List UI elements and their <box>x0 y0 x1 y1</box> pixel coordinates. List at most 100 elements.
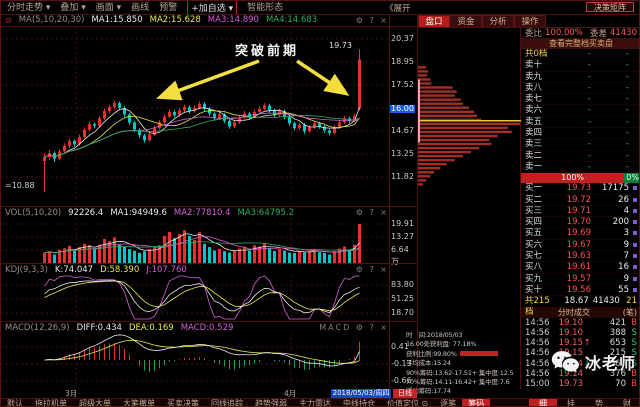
bottom-tab-超级大单[interactable]: 超级大单 <box>79 399 111 407</box>
ask-label: 卖四 <box>525 128 543 139</box>
ask-price: - <box>587 116 591 127</box>
bottom-tab-中线持仓[interactable]: 中线持仓 <box>343 399 375 407</box>
tab-资金[interactable]: 资金 <box>450 15 482 27</box>
corner-tab-挂[interactable]: 挂 <box>567 399 575 407</box>
breakout-annotation-text: 突破前期 <box>235 44 300 59</box>
tab-盘口[interactable]: 盘口 <box>418 15 450 27</box>
ask-row[interactable]: 卖五 - - <box>521 116 639 129</box>
bid-price: 19.69 <box>566 228 591 239</box>
ask-row[interactable]: 卖四 - - <box>521 128 639 140</box>
trade-price: 19.14 <box>558 369 583 380</box>
indicator-value: K:74.047 <box>54 264 94 275</box>
corner-tab-细[interactable]: 细 <box>529 399 557 406</box>
main-chart-pane[interactable]: 19.73 =10.88 突破前期 20.37 18.95 17.52 14.67 13.… <box>1 26 418 207</box>
pane-controls-icons[interactable]: ⚙ ? × <box>355 208 389 217</box>
trade-side: S <box>631 338 637 349</box>
bottom-tab-默认[interactable]: 默认 <box>7 399 23 407</box>
bid-label: 买三 <box>525 205 543 216</box>
 <box>629 83 637 93</box>
macd-pane[interactable]: MACD(12,26,9) DIFF:0.434 DEA:0.169 MACD:0.… <box>1 321 418 389</box>
volume-bars-chart <box>1 218 389 263</box>
pane-controls-icons[interactable]: ⚙ ? × <box>355 265 389 274</box>
menu-item[interactable]: 分时走势 ▾ <box>7 3 51 13</box>
ask-label: 卖八 <box>525 82 543 93</box>
ask-row[interactable]: 卖九 - - <box>521 72 639 83</box>
bid-volume: 3 <box>623 228 629 239</box>
bid-price: 19.73 <box>566 183 591 194</box>
bid-row[interactable]: 买九 19.57 9 <box>521 274 639 285</box>
bid-label: 买二 <box>525 194 543 205</box>
ask-row[interactable]: 卖三 - - <box>521 139 639 151</box>
ask-row[interactable]: 卖十 - - <box>521 60 639 72</box>
kdj-pane[interactable]: KDJ(9,3,3) K:74.047 D:58.390 J:107.760 ⚙ ?… <box>1 263 418 321</box>
pane-controls-icons[interactable]: ⚙ ? × <box>355 15 389 25</box>
menu-item[interactable]: 画面 ▾ <box>95 3 122 13</box>
bottom-tab-买卖决策[interactable]: 买卖决策 <box>167 399 199 407</box>
watermark-text: 冰老师 <box>585 354 637 373</box>
bottom-tab-主力雷达[interactable]: 主力雷达 <box>299 399 331 407</box>
divider <box>389 14 390 389</box>
bid-row[interactable]: 买四 19.70 200 <box>521 217 639 229</box>
ask-row[interactable]: 卖七 - - <box>521 94 639 106</box>
bottom-tab-拖拉机单[interactable]: 拖拉机单 <box>35 399 67 407</box>
bid-label: 买六 <box>525 239 543 250</box>
bid-price: 19.56 <box>566 284 591 295</box>
kdj-values: K:74.047 D:58.390 J:107.760 <box>55 265 187 275</box>
volume-pane[interactable]: VOL(5,10,20) 92226.4 MA1:94949.6 MA2:7781… <box>1 206 418 266</box>
ask-row[interactable]: 卖二 - - <box>521 151 639 162</box>
ask-price: - <box>587 105 591 116</box>
bid-row[interactable]: 买一 19.73 17175 <box>521 183 639 195</box>
menu-item[interactable]: 预警 <box>159 3 178 13</box>
bid-price: 19.71 <box>566 205 591 216</box>
ask-volume: - <box>625 128 629 139</box>
bottom-tab-逐笔[interactable]: 逐笔 <box>440 399 457 407</box>
bid-volume: 7 <box>623 251 629 262</box>
bottom-tab-趋势强弱[interactable]: 趋势强弱 <box>255 399 287 407</box>
bid-price: 19.70 <box>566 217 591 228</box>
ask-row[interactable]: 卖八 - - <box>521 82 639 95</box>
indicator-toggle-icon[interactable]: ⊙ <box>5 15 12 25</box>
order-flag-icon <box>629 262 637 272</box>
tab-操作[interactable]: 操作 <box>514 15 546 27</box>
bid-row[interactable]: 买五 19.69 3 <box>521 228 639 240</box>
menu-item[interactable]: +加自选 ▾ <box>187 1 238 15</box>
bid-row[interactable]: 买十 19.56 55 <box>521 284 639 297</box>
ask-row[interactable]: 卖六 - - <box>521 105 639 117</box>
bottom-tab-大笔撤单[interactable]: 大笔撤单 <box>123 399 155 407</box>
bid-row[interactable]: 买七 19.63 7 <box>521 251 639 263</box>
bid-row[interactable]: 买三 19.71 4 <box>521 205 639 218</box>
period-selector-daily[interactable]: 日线 <box>393 389 417 398</box>
divider <box>417 14 418 389</box>
ask-row[interactable]: 卖一 - - <box>521 161 639 174</box>
ma-values: MA1:15.850 MA2:15.628 MA3:14.890 MA4:14.683 <box>91 15 317 25</box>
trade-time: 14:56 <box>525 327 550 338</box>
trade-time: 14:56 <box>525 317 550 328</box>
bottom-tab-筹码[interactable]: 筹码 <box>462 399 491 406</box>
bid-row[interactable]: 买八 19.61 16 <box>521 262 639 274</box>
ask-volume: - <box>625 161 629 172</box>
bid-row[interactable]: 买二 19.72 26 <box>521 194 639 206</box>
 <box>629 117 637 127</box>
tab-分析[interactable]: 分析 <box>482 15 514 27</box>
bid-row[interactable]: 买六 19.67 9 <box>521 239 639 252</box>
bid-volume: 200 <box>612 217 629 228</box>
decision-matrix-button[interactable]: 决策矩阵 <box>586 2 634 12</box>
menu-item[interactable]: 叠加 ▾ <box>60 3 86 13</box>
volume-unit-label: 万 <box>391 257 399 266</box>
date-indicator[interactable]: 2018/05/03/周四 <box>331 389 391 398</box>
ask-price: - <box>587 139 591 150</box>
bottom-tab-价值定位 ⊙[interactable]: 价值定位 ⊙ <box>387 399 429 407</box>
view-full-depth-link[interactable]: 查看完整档买卖盘 <box>521 38 639 49</box>
indicator-value: MA1:94949.6 <box>110 207 167 218</box>
indicator-value: MA2:77810.4 <box>173 207 231 218</box>
corner-tab-势[interactable]: 势 <box>595 399 603 407</box>
collapse-panel-button[interactable]: 《展开 <box>385 4 411 14</box>
chip-distribution-info: 时 间:2018/05/03 16.00处获利盘: 77.18% 获利比例:99.8… <box>406 331 521 397</box>
pane-controls-icons[interactable]: MACD ⚙ ? × <box>319 323 389 332</box>
divider <box>1 14 639 15</box>
bottom-tab-回线追踪[interactable]: 回线追踪 <box>211 399 243 407</box>
corner-tab-财[interactable]: 财 <box>623 399 631 407</box>
menu-item[interactable]: 智能形态 <box>247 3 284 13</box>
tape-row: 14:56 19.15 215 S <box>521 348 639 358</box>
menu-item[interactable]: 画线 <box>131 3 150 13</box>
